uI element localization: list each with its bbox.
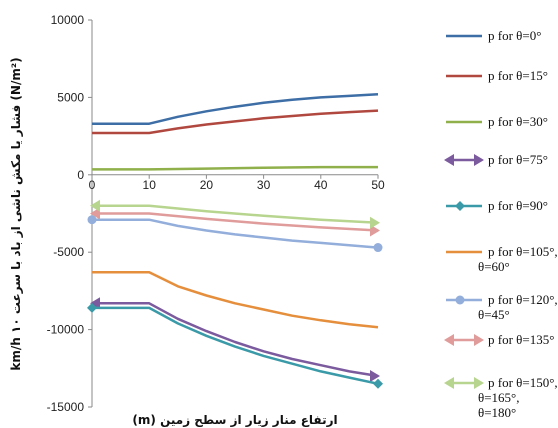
y-tick-label: 0 xyxy=(77,168,84,182)
data-point xyxy=(370,370,380,383)
data-point xyxy=(370,216,380,229)
data-point xyxy=(87,215,97,225)
data-point xyxy=(90,199,100,212)
series-line xyxy=(92,212,379,232)
legend-marker xyxy=(444,154,454,166)
legend-item: p for θ=15° xyxy=(446,68,548,83)
legend-label: p for θ=120°, θ=45° xyxy=(478,292,558,322)
legend-marker xyxy=(444,377,454,389)
legend-marker xyxy=(474,154,484,166)
data-point xyxy=(373,243,383,253)
chart-legend: p for θ=0° p for θ=15° p for θ=30° p for θ=… xyxy=(444,28,558,420)
legend-label: p for θ=135° xyxy=(488,332,554,347)
legend-marker xyxy=(455,201,465,211)
x-tick-label: 50 xyxy=(371,178,385,192)
legend-marker xyxy=(474,334,484,346)
legend-marker xyxy=(455,295,465,305)
series-line xyxy=(92,204,379,225)
legend-item: p for θ=0° xyxy=(446,28,541,43)
legend-label: p for θ=90° xyxy=(488,198,548,213)
legend-item: p for θ=75° xyxy=(444,152,548,167)
legend-label: p for θ=75° xyxy=(488,152,548,167)
y-tick-label: -10000 xyxy=(47,323,85,337)
x-tick-label: 0 xyxy=(89,178,96,192)
plot-area xyxy=(87,93,383,389)
data-point xyxy=(90,297,100,310)
series-line xyxy=(92,109,379,135)
legend-label: p for θ=15° xyxy=(488,68,548,83)
legend-label: p for θ=0° xyxy=(488,28,541,43)
legend-item: p for θ=150°, θ=165°, θ=180° xyxy=(444,375,558,420)
legend-item: p for θ=90° xyxy=(446,198,548,213)
y-tick-label: -15000 xyxy=(47,400,85,414)
legend-item: p for θ=30° xyxy=(446,114,548,129)
legend-item: p for θ=135° xyxy=(444,332,554,347)
x-tick-label: 40 xyxy=(314,178,328,192)
y-tick-label: 10000 xyxy=(51,13,85,27)
chart-axes: 10000 5000 0 -5000 -10000 -15000 0 10 20 30 40 50 xyxy=(47,13,385,414)
x-tick-label: 30 xyxy=(257,178,271,192)
series-line xyxy=(92,93,379,125)
data-point xyxy=(370,224,380,237)
series-line xyxy=(92,302,379,378)
series-line xyxy=(92,218,379,249)
legend-marker xyxy=(474,377,484,389)
data-point xyxy=(373,378,383,389)
legend-label: p for θ=105°, θ=60° xyxy=(478,244,558,274)
series-line xyxy=(92,306,379,386)
legend-item: p for θ=120°, θ=45° xyxy=(446,292,558,322)
data-point xyxy=(87,302,97,313)
x-tick-label: 20 xyxy=(200,178,214,192)
legend-label: p for θ=30° xyxy=(488,114,548,129)
legend-item: p for θ=105°, θ=60° xyxy=(446,244,558,274)
legend-marker xyxy=(444,334,454,346)
x-axis-title: ارتفاع منار زیار از سطح زمین (m) xyxy=(132,413,337,427)
x-tick-label: 10 xyxy=(143,178,157,192)
legend-label: p for θ=150°, θ=165°, θ=180° xyxy=(478,375,558,420)
y-tick-label: -5000 xyxy=(53,245,84,259)
y-axis-title: (N/m²) فشار یا مکش ناشی از باد با سرعت ۱… xyxy=(9,57,23,370)
y-tick-label: 5000 xyxy=(57,90,84,104)
data-point xyxy=(90,207,100,220)
series-line xyxy=(92,271,379,329)
series-line xyxy=(92,165,378,171)
